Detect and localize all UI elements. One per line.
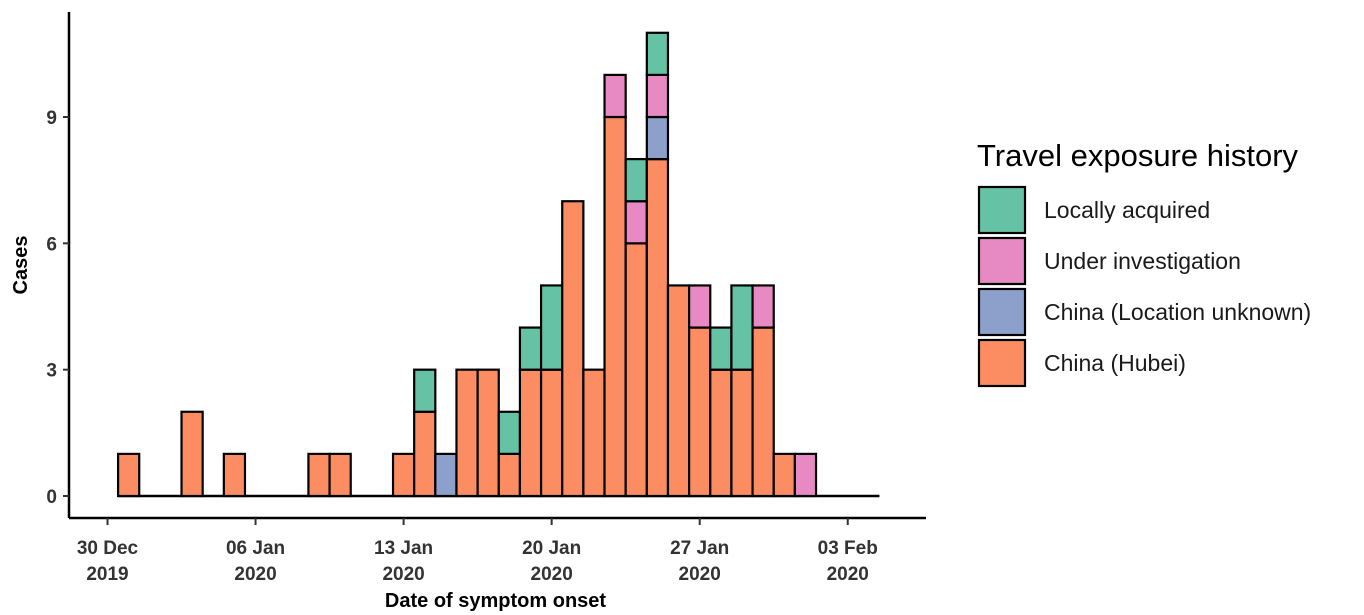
legend-items: Locally acquired Under investigation China…: [977, 185, 1311, 388]
legend-label: China (Hubei): [1044, 350, 1186, 376]
bar-segment: [116, 452, 141, 498]
legend-swatch: [977, 185, 1027, 235]
x-tick-label: 06 Jan: [226, 538, 285, 559]
bar-segment: [730, 284, 754, 371]
legend: Travel exposure history Locally acquired…: [977, 138, 1311, 388]
bar-segment: [730, 368, 754, 498]
y-tick-label: 3: [46, 361, 57, 382]
bar-segment: [434, 452, 458, 498]
bar-segment: [391, 452, 416, 498]
bar-segment: [793, 452, 818, 498]
bar-segment: [497, 410, 522, 455]
y-tick-label: 9: [46, 108, 57, 129]
legend-swatch: [977, 236, 1027, 286]
axes-layer: [67, 12, 926, 520]
x-tick-label: 27 Jan: [670, 538, 729, 559]
legend-label: Under investigation: [1044, 248, 1241, 274]
bar-segment: [180, 410, 204, 498]
bar-segment: [603, 115, 627, 498]
bar-segment: [497, 452, 522, 498]
bar-segment: [645, 158, 670, 498]
bar-segment: [645, 73, 670, 119]
x-tick-label: 03 Feb: [818, 538, 878, 559]
bar-segment: [561, 200, 585, 498]
y-axis-title: Cases: [10, 236, 32, 295]
bar-segment: [645, 31, 670, 77]
legend-label: Locally acquired: [1044, 197, 1210, 223]
bar-segment: [582, 368, 606, 498]
y-tick-label: 0: [46, 487, 57, 508]
legend-swatch: [977, 338, 1027, 388]
ticks-layer: 0 3 6 9 30 Dec 2019 06 Jan 2020 13 Jan 2020 20 Jan…: [46, 108, 877, 585]
bar-segment: [751, 284, 775, 329]
bar-segment: [413, 368, 437, 413]
bar-segment: [709, 368, 733, 498]
bar-segment: [751, 326, 775, 498]
x-tick-label: 13 Jan: [374, 538, 433, 559]
bar-segment: [624, 158, 648, 203]
bar-segment: [328, 452, 352, 498]
x-tick-label-year: 2020: [827, 564, 869, 585]
bar-segment: [688, 326, 712, 498]
x-tick-label-year: 2020: [531, 564, 573, 585]
bar-segment: [624, 200, 648, 245]
bar-segment: [476, 368, 500, 498]
bar-segment: [307, 452, 331, 498]
legend-swatch: [977, 287, 1027, 337]
bar-segment: [624, 242, 648, 498]
x-tick-label: 20 Jan: [522, 538, 581, 559]
bar-segment: [645, 115, 670, 161]
bar-segment: [518, 368, 543, 498]
bar-segment: [413, 410, 437, 498]
bar-segment: [688, 284, 712, 329]
bar-segment: [222, 452, 247, 498]
bars-layer: [116, 31, 880, 498]
bar-segment: [666, 284, 691, 498]
bar-segment: [455, 368, 479, 498]
x-tick-label: 30 Dec: [77, 538, 139, 559]
x-tick-label-year: 2020: [382, 564, 424, 585]
bar-segment: [539, 284, 564, 371]
bar-segment: [709, 326, 733, 371]
x-tick-label-year: 2020: [234, 564, 276, 585]
legend-title: Travel exposure history: [977, 138, 1299, 173]
legend-label: China (Location unknown): [1044, 299, 1311, 325]
bar-segment: [603, 73, 627, 119]
x-tick-label-year: 2020: [679, 564, 721, 585]
bar-segment: [518, 326, 543, 371]
y-tick-label: 6: [46, 234, 57, 255]
bar-segment: [539, 368, 564, 498]
bar-segment: [772, 452, 796, 498]
x-tick-label-year: 2019: [86, 564, 128, 585]
x-axis-title: Date of symptom onset: [385, 590, 606, 612]
